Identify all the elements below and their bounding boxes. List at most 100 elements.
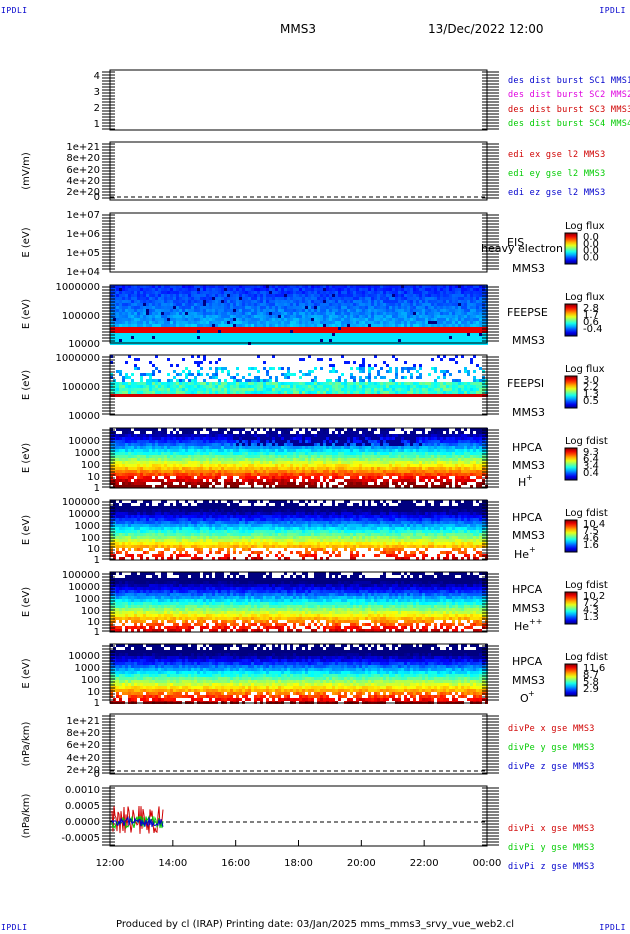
ylabel-hpca-h: E (eV) bbox=[21, 443, 32, 473]
ytick-label: 1 bbox=[94, 698, 100, 709]
corner-label-bottom-right: IPDLI bbox=[599, 923, 626, 932]
ylabel-hpca-o: E (eV) bbox=[21, 658, 32, 688]
spectrogram-hpca-he bbox=[110, 500, 488, 560]
legend-entry: divPi z gse MMS3 bbox=[508, 862, 595, 872]
ylabel-eis: E (eV) bbox=[21, 227, 32, 257]
colorbar-tick: 11.6 bbox=[583, 663, 605, 674]
frame-divpi bbox=[109, 785, 488, 847]
mission-title: MMS3 bbox=[280, 22, 316, 36]
ylabel-edi-e: (mV/m) bbox=[21, 152, 32, 190]
ytick-label: 1e+05 bbox=[66, 248, 100, 259]
colorbar-tick: 6.4 bbox=[583, 454, 599, 465]
colorbar-tick: 0.0 bbox=[583, 239, 599, 250]
ytick-label: 1000 bbox=[75, 521, 100, 532]
instrument-label: EIS bbox=[507, 236, 524, 249]
footer-credit: Produced by cl (IRAP) Printing date: 03/… bbox=[115, 919, 515, 930]
frame-hpca-he bbox=[109, 499, 488, 561]
minor-ticks-hpca-he2 bbox=[102, 573, 499, 632]
corner-label-top-right: IPDLI bbox=[599, 6, 626, 15]
spectrogram-hpca-he2 bbox=[110, 572, 488, 632]
ytick-label: 100 bbox=[81, 675, 100, 686]
colorbar-tick: 4.3 bbox=[583, 605, 599, 616]
ytick-label: 1 bbox=[94, 627, 100, 638]
ytick-label: 3 bbox=[94, 87, 100, 98]
colorbar-tick: 0.4 bbox=[583, 468, 599, 479]
legend-entry: divPi y gse MMS3 bbox=[508, 843, 595, 853]
colorbar-title: Log fdist bbox=[565, 652, 608, 663]
ytick-label: 6e+20 bbox=[66, 165, 100, 176]
colorbar-tick: 9.3 bbox=[583, 447, 599, 458]
ytick-label: 10000 bbox=[68, 582, 100, 593]
legend-entry: divPe z gse MMS3 bbox=[508, 762, 595, 772]
minor-ticks-feeps-e bbox=[102, 286, 499, 342]
species-label: He bbox=[514, 620, 529, 633]
colorbar-tick: 0.0 bbox=[583, 246, 599, 257]
ytick-label: 2e+20 bbox=[66, 187, 100, 198]
colorbar-tick: 8.7 bbox=[583, 670, 599, 681]
time-tick-label: 14:00 bbox=[158, 858, 187, 869]
legend-entry: des dist burst SC1 MMS1 bbox=[508, 76, 630, 86]
corner-label-bottom-left: IPDLI bbox=[1, 923, 28, 932]
instrument-label: HPCA bbox=[512, 511, 543, 524]
ytick-label: 10000 bbox=[68, 339, 100, 350]
ytick-label: 2 bbox=[94, 103, 100, 114]
colorbar-tick: 0.6 bbox=[583, 317, 599, 328]
frame-des-dist bbox=[109, 69, 488, 131]
colorbar-tick: 0.0 bbox=[583, 232, 599, 243]
colorbar-tick: -0.4 bbox=[583, 324, 603, 335]
frame-hpca-h bbox=[109, 427, 488, 489]
ytick-label: 8e+20 bbox=[66, 728, 100, 739]
legend-entry: des dist burst SC3 MMS3 bbox=[508, 105, 630, 115]
ylabel-divpe: (nPa/km) bbox=[21, 722, 32, 767]
ytick-label: -0.0005 bbox=[61, 833, 100, 844]
ytick-label: 1e+04 bbox=[66, 267, 100, 278]
ytick-label: 8e+20 bbox=[66, 153, 100, 164]
ylabel-feeps-e: E (eV) bbox=[21, 299, 32, 329]
minor-ticks-divpi bbox=[102, 787, 499, 846]
colorbar-title: Log fdist bbox=[565, 508, 608, 519]
minor-ticks-divpe bbox=[102, 715, 499, 774]
colorbar-tick: 3.0 bbox=[583, 375, 599, 386]
spectrogram-hpca-o bbox=[110, 644, 488, 704]
ytick-label: 10 bbox=[87, 544, 100, 555]
species-label: He bbox=[514, 548, 529, 561]
ytick-label: 1e+21 bbox=[66, 716, 100, 727]
instrument-label: HPCA bbox=[512, 655, 543, 668]
colorbar-title: Log fdist bbox=[565, 580, 608, 591]
colorbar-tick: 10.4 bbox=[583, 519, 605, 530]
instrument-label: FEEPSI bbox=[507, 377, 544, 390]
ytick-label: 1 bbox=[94, 119, 100, 130]
time-tick-label: 20:00 bbox=[347, 858, 376, 869]
legend-entry: des dist burst SC2 MMS2 bbox=[508, 90, 630, 100]
minor-ticks-hpca-o bbox=[102, 645, 499, 701]
colorbar-gradient bbox=[564, 303, 578, 337]
ytick-label: 100000 bbox=[62, 311, 100, 322]
ytick-label: 100000 bbox=[62, 382, 100, 393]
spacecraft-label: MMS3 bbox=[512, 529, 545, 542]
panel-feeps-i: 1000000 100000 10000 E (eV) FEEPSI MMS3 Log fl… bbox=[21, 353, 605, 422]
frame-edi-e bbox=[109, 141, 488, 201]
date-title: 13/Dec/2022 12:00 bbox=[428, 22, 544, 36]
ytick-label: 10000 bbox=[68, 436, 100, 447]
colorbar-gradient bbox=[564, 663, 578, 697]
colorbar-tick: 2.2 bbox=[583, 382, 599, 393]
colorbar-tick: 1.3 bbox=[583, 389, 599, 400]
colorbar-tick: 3.4 bbox=[583, 461, 599, 472]
time-tick-label: 00:00 bbox=[473, 858, 502, 869]
time-tick-label: 16:00 bbox=[221, 858, 250, 869]
instrument-label: HPCA bbox=[512, 441, 543, 454]
ylabel-divpi: (nPa/km) bbox=[21, 794, 32, 839]
ytick-label: 1000000 bbox=[55, 282, 100, 293]
colorbar-gradient bbox=[564, 519, 578, 553]
spacecraft-label: MMS3 bbox=[512, 459, 545, 472]
time-axis: 12:00 14:00 16:00 18:00 20:00 22:00 00:00 bbox=[96, 840, 502, 869]
